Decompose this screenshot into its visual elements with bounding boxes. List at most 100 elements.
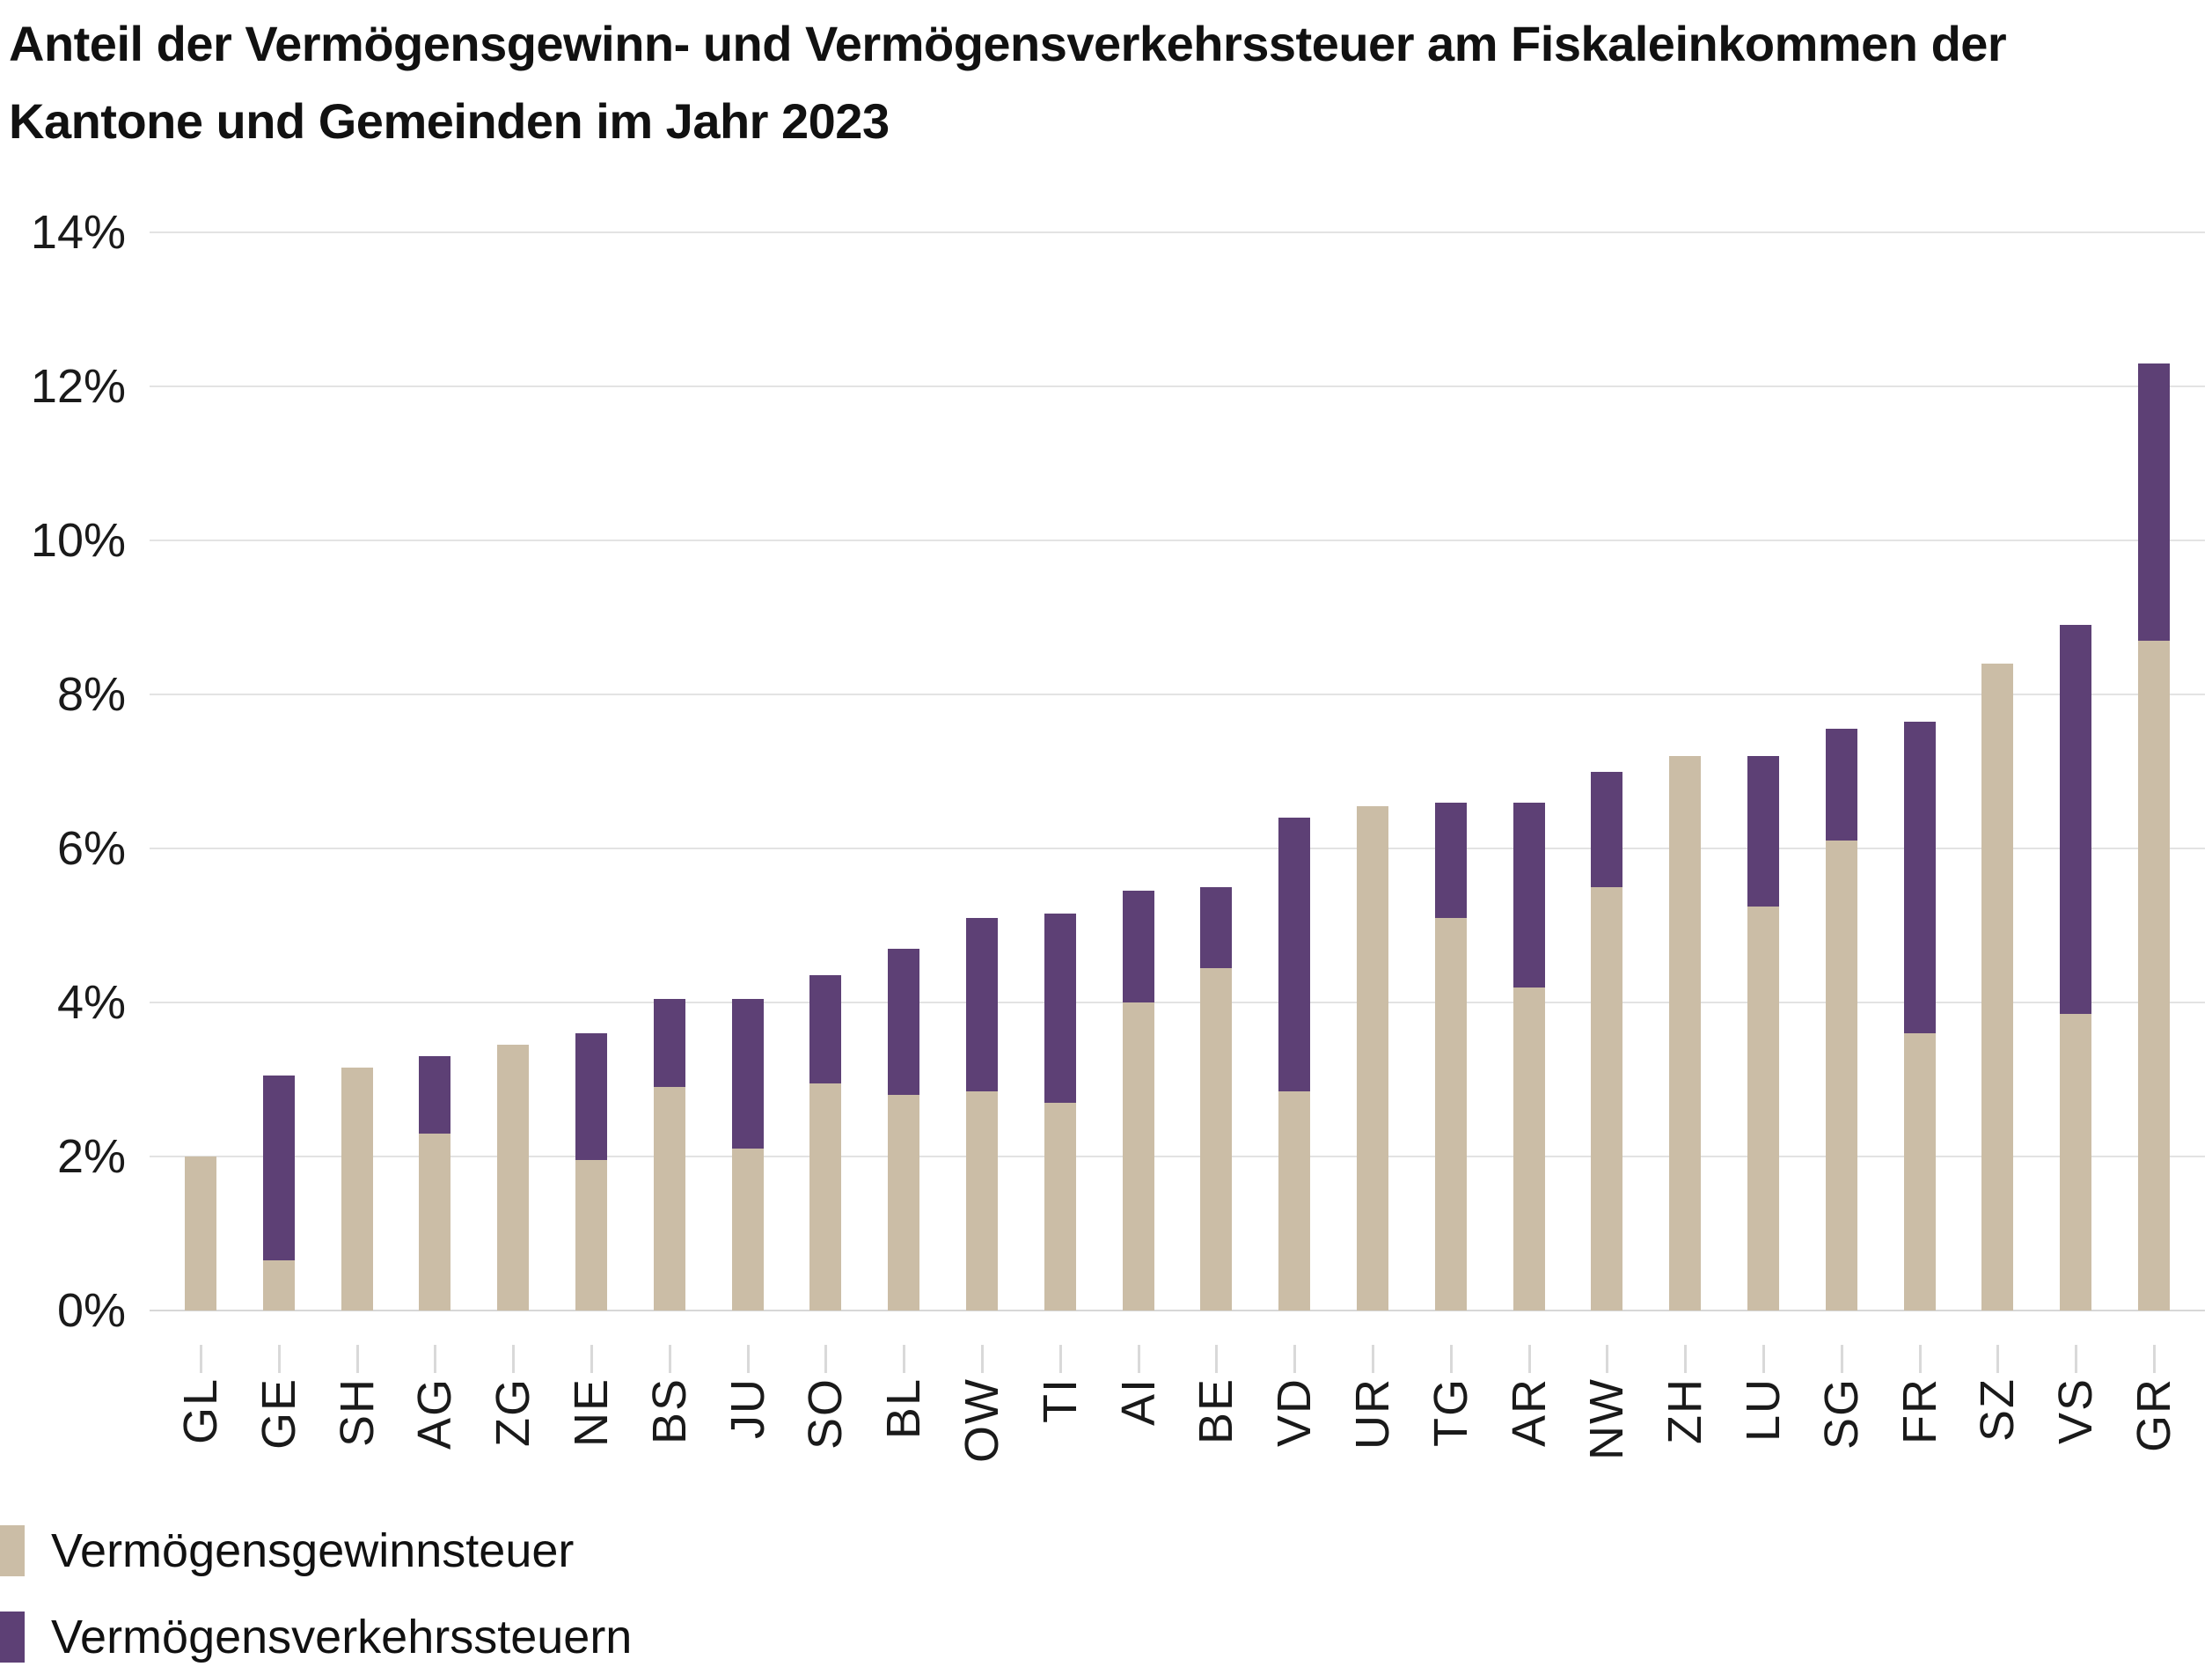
x-axis-label-AG: AG [408,1377,462,1450]
x-axis-tick-VD [1293,1345,1297,1373]
x-axis-tick-TG [1449,1345,1453,1373]
x-axis-label-VD: VD [1268,1377,1322,1448]
gridline-2pct [150,1156,2205,1157]
bar-AG-vermoegensgewinnsteuer [419,1133,451,1311]
bar-GR-vermoegensverkehrssteuern [2138,363,2170,641]
gridline-6pct [150,848,2205,849]
bar-SH-vermoegensgewinnsteuer [341,1068,373,1311]
x-axis-tick-SH [355,1345,359,1373]
bar-VS-vermoegensverkehrssteuern [2060,625,2092,1015]
bar-AR-vermoegensverkehrssteuern [1513,802,1545,988]
bar-TG-vermoegensgewinnsteuer [1434,917,1467,1311]
bar-TI-vermoegensverkehrssteuern [1044,914,1076,1103]
x-axis-tick-OW [981,1345,984,1373]
bar-GE-vermoegensverkehrssteuern [262,1076,295,1261]
x-axis-label-ZH: ZH [1659,1377,1712,1444]
bar-GL-vermoegensgewinnsteuer [185,1156,216,1311]
x-axis-label-GE: GE [252,1377,305,1450]
bar-BE-vermoegensgewinnsteuer [1200,967,1233,1311]
legend-swatch-gewinnsteuer [0,1525,25,1576]
x-axis-label-UR: UR [1346,1377,1399,1450]
x-axis-label-GL: GL [174,1377,227,1445]
x-axis-label-GR: GR [2128,1377,2180,1452]
x-axis-label-TG: TG [1424,1377,1477,1447]
x-axis-label-SZ: SZ [1971,1377,2025,1443]
x-axis-tick-VS [2075,1345,2078,1373]
bar-AG-vermoegensverkehrssteuern [419,1056,451,1134]
x-axis-tick-AI [1137,1345,1140,1373]
x-axis-label-NW: NW [1580,1377,1634,1460]
legend-swatch-verkehrssteuern [0,1612,25,1663]
bar-SZ-vermoegensgewinnsteuer [1981,664,2014,1311]
x-axis-tick-AR [1527,1345,1531,1373]
bar-LU-vermoegensverkehrssteuern [1747,756,1779,907]
x-axis-label-LU: LU [1737,1377,1790,1443]
y-axis-label-14pct: 14% [30,206,126,259]
chart-title-line2: Kantone und Gemeinden im Jahr 2023 [9,93,890,149]
x-axis-label-OW: OW [956,1377,1008,1463]
x-axis-tick-TI [1058,1345,1062,1373]
x-axis-tick-ZH [1684,1345,1688,1373]
x-axis-label-ZG: ZG [487,1377,540,1447]
bar-VS-vermoegensgewinnsteuer [2060,1014,2092,1311]
x-axis-label-BS: BS [642,1377,696,1445]
bar-TG-vermoegensverkehrssteuern [1434,802,1467,918]
x-axis-tick-ZG [512,1345,516,1373]
x-axis-tick-GR [2153,1345,2156,1373]
x-axis-label-FR: FR [1893,1377,1946,1444]
gridline-8pct [150,694,2205,695]
x-axis-tick-LU [1762,1345,1765,1373]
x-axis-tick-JU [746,1345,750,1373]
bar-AI-vermoegensverkehrssteuern [1122,891,1154,1002]
bar-VD-vermoegensgewinnsteuer [1278,1090,1311,1311]
bar-ZH-vermoegensgewinnsteuer [1669,756,1702,1311]
x-axis-tick-BS [668,1345,671,1373]
chart-title-line1: Anteil der Vermögensgewinn- und Vermögen… [9,16,2007,71]
x-axis-label-JU: JU [721,1377,774,1439]
bar-SO-vermoegensverkehrssteuern [809,975,842,1083]
x-axis-label-TI: TI [1033,1377,1087,1423]
chart-title: Anteil der Vermögensgewinn- und Vermögen… [9,5,2007,160]
bar-SG-vermoegensgewinnsteuer [1825,841,1857,1311]
x-axis-tick-NW [1606,1345,1609,1373]
bar-NE-vermoegensverkehrssteuern [575,1033,607,1161]
x-axis-tick-BL [903,1345,906,1373]
gridline-14pct [150,231,2205,233]
y-axis-label-4pct: 4% [56,976,126,1029]
bar-AI-vermoegensgewinnsteuer [1122,1002,1154,1311]
bar-BS-vermoegensgewinnsteuer [653,1087,685,1311]
bar-NE-vermoegensgewinnsteuer [575,1160,607,1311]
legend-item-verkehrssteuern: Vermögensverkehrssteuern [0,1611,704,1663]
gridline-12pct [150,385,2205,387]
bar-ZG-vermoegensgewinnsteuer [497,1045,530,1311]
bar-GE-vermoegensgewinnsteuer [262,1260,295,1311]
y-axis-label-0pct: 0% [56,1284,126,1337]
bar-JU-vermoegensgewinnsteuer [731,1149,764,1311]
bar-OW-vermoegensgewinnsteuer [966,1090,998,1311]
bar-NW-vermoegensverkehrssteuern [1591,771,1623,887]
x-axis-label-VS: VS [2049,1377,2103,1445]
y-axis-label-2pct: 2% [56,1130,126,1183]
bar-SG-vermoegensverkehrssteuern [1825,729,1857,841]
x-axis-tick-SG [1840,1345,1843,1373]
x-axis-tick-SO [824,1345,828,1373]
x-axis-tick-GE [277,1345,281,1373]
gridline-0pct [150,1310,2205,1311]
x-axis-tick-GL [200,1345,202,1373]
bar-FR-vermoegensgewinnsteuer [1903,1033,1936,1311]
bar-FR-vermoegensverkehrssteuern [1903,721,1936,1033]
x-axis-label-AR: AR [1502,1377,1556,1448]
x-axis-tick-AG [434,1345,437,1373]
bar-JU-vermoegensverkehrssteuern [731,998,764,1149]
x-axis-label-NE: NE [565,1377,618,1448]
x-axis-label-SH: SH [330,1377,384,1448]
x-axis-tick-BE [1215,1345,1219,1373]
bar-BL-vermoegensverkehrssteuern [888,948,920,1095]
x-axis-label-SG: SG [1814,1377,1868,1450]
bar-BL-vermoegensgewinnsteuer [888,1095,920,1311]
bar-VD-vermoegensverkehrssteuern [1278,818,1311,1091]
gridline-4pct [150,1002,2205,1003]
bar-BE-vermoegensverkehrssteuern [1200,886,1233,968]
bar-UR-vermoegensgewinnsteuer [1357,805,1388,1311]
bar-NW-vermoegensgewinnsteuer [1591,886,1623,1311]
